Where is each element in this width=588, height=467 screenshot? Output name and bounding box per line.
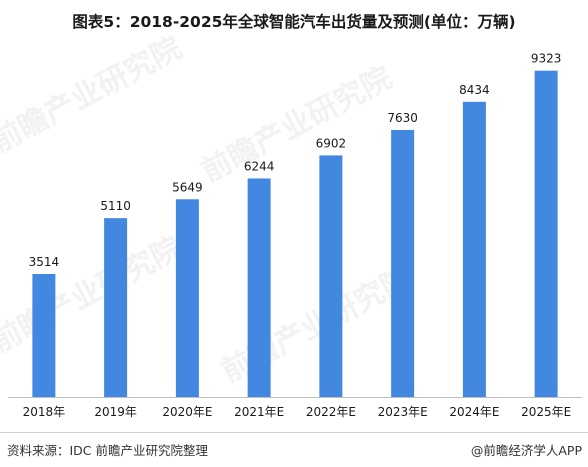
- brand-credit: @前瞻经济学人APP: [470, 443, 582, 458]
- data-label: 5110: [100, 199, 131, 213]
- x-tick-label: 2018年: [23, 405, 66, 419]
- bar-2019年: [104, 218, 128, 397]
- x-tick-label: 2025年E: [521, 405, 571, 419]
- x-tick-label: 2021年E: [234, 405, 284, 419]
- bar-2025年E: [534, 70, 558, 397]
- x-tick-label: 2019年: [94, 405, 137, 419]
- bar-2020年E: [175, 199, 199, 397]
- footer-divider: [0, 432, 588, 433]
- x-tick-label: 2022年E: [306, 405, 356, 419]
- bar-2024年E: [462, 101, 486, 397]
- bar-2023年E: [391, 129, 415, 397]
- bar-chart: 3514 5110 5649 6244 6902 7630 8434 9323 2018年 20…: [8, 52, 582, 419]
- bar-2022年E: [319, 155, 343, 397]
- chart-title: 图表5：2018-2025年全球智能汽车出货量及预测(单位：万辆): [72, 13, 516, 31]
- data-label: 6244: [244, 159, 275, 173]
- data-label: 6902: [316, 136, 347, 150]
- source-note: 资料来源：IDC 前瞻产业研究院整理: [7, 443, 209, 458]
- data-label: 3514: [29, 255, 60, 269]
- data-label: 9323: [531, 52, 562, 66]
- bar-2021年E: [247, 178, 271, 397]
- data-label: 5649: [172, 180, 203, 194]
- x-tick-label: 2020年E: [162, 405, 212, 419]
- x-tick-label: 2023年E: [378, 405, 428, 419]
- data-label: 7630: [387, 111, 418, 125]
- x-tick-label: 2024年E: [449, 405, 499, 419]
- data-label: 8434: [459, 83, 490, 97]
- bar-2018年: [32, 274, 56, 397]
